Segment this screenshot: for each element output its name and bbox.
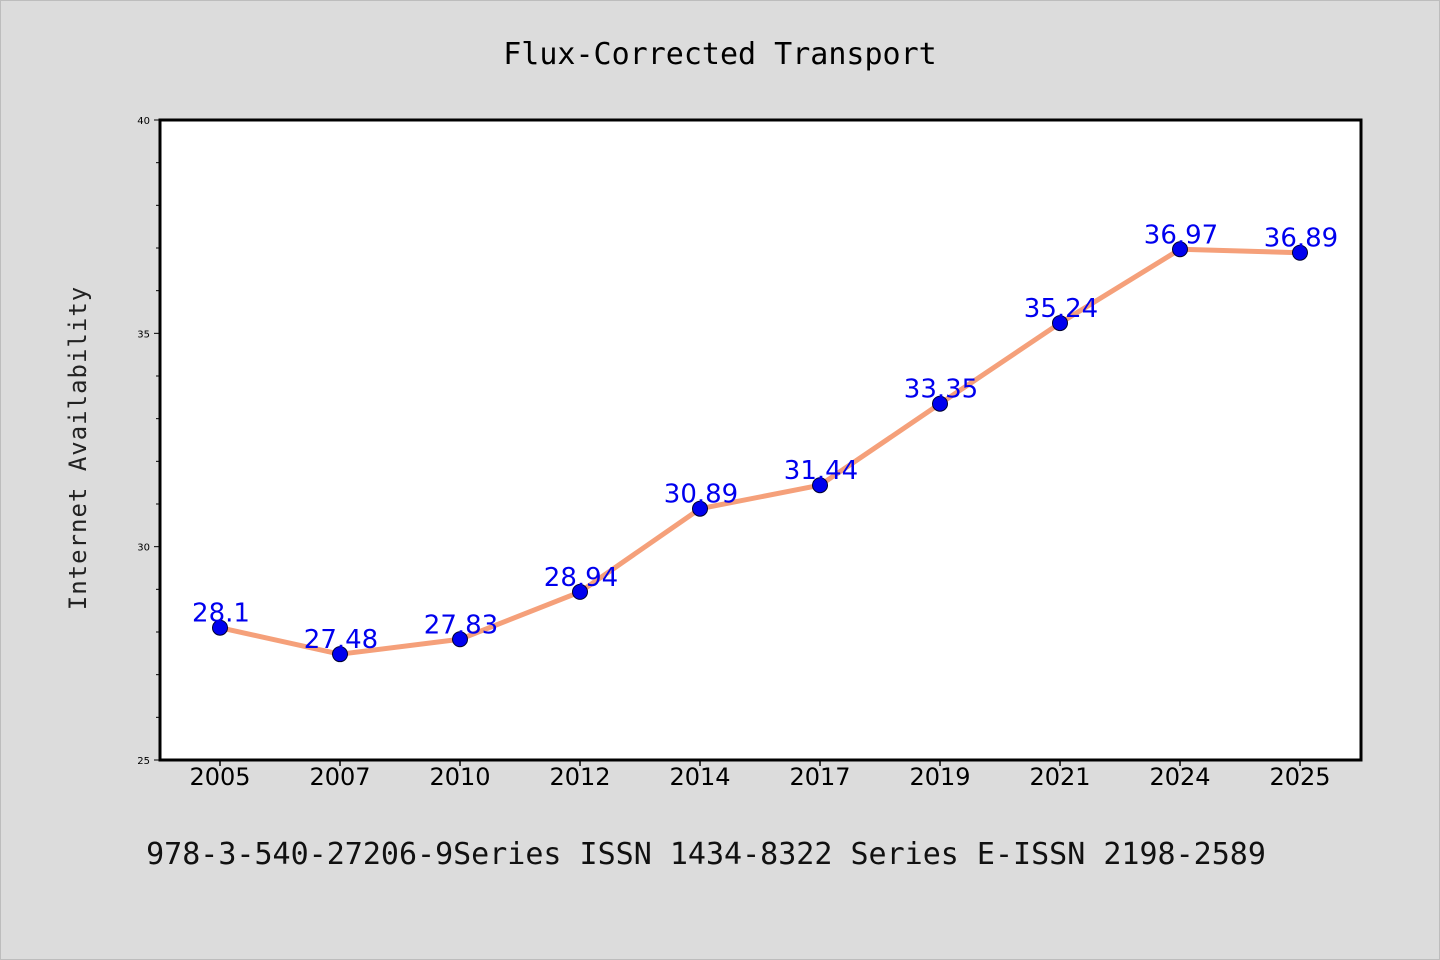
data-point-marker xyxy=(452,631,468,648)
data-point-label: 30.89 xyxy=(664,480,738,510)
data-point-marker xyxy=(932,395,948,412)
data-markers xyxy=(212,241,1308,663)
data-point-marker xyxy=(1292,244,1308,261)
data-point-label: 36.89 xyxy=(1264,224,1338,254)
plot-area xyxy=(158,118,1363,762)
y-minor-ticks xyxy=(156,162,160,718)
data-point-label: 31.44 xyxy=(784,456,858,486)
chart-title: Flux-Corrected Transport xyxy=(503,37,936,72)
y-tick-label: 40 xyxy=(137,116,150,127)
y-tick-label: 35 xyxy=(137,329,150,340)
data-point-marker xyxy=(1052,315,1068,332)
x-tick-label: 2024 xyxy=(1149,763,1210,791)
data-point-marker xyxy=(572,583,588,600)
x-tick-label: 2021 xyxy=(1029,763,1090,791)
data-point-label: 28.94 xyxy=(544,563,618,593)
x-tick-label: 2007 xyxy=(309,763,370,791)
x-tick-label: 2019 xyxy=(909,763,970,791)
x-tick-label: 2014 xyxy=(669,763,730,791)
y-tick-label: 25 xyxy=(137,756,150,767)
data-point-label: 27.48 xyxy=(304,625,378,655)
data-point-marker xyxy=(212,619,228,636)
x-tick-label: 2017 xyxy=(789,763,850,791)
footer-isbn-text: 978-3-540-27206-9Series ISSN 1434-8322 S… xyxy=(146,837,1266,872)
x-tick-label: 2012 xyxy=(549,763,610,791)
x-tick-label: 2010 xyxy=(429,763,490,791)
data-point-label: 36.97 xyxy=(1144,220,1218,250)
data-point-label: 27.83 xyxy=(424,610,498,640)
data-point-label: 33.35 xyxy=(904,375,978,405)
x-tick-label: 2005 xyxy=(189,763,250,791)
x-tick-label: 2025 xyxy=(1269,763,1330,791)
data-point-marker xyxy=(692,500,708,517)
data-point-label: 28.1 xyxy=(192,599,250,629)
series-line xyxy=(217,246,1303,657)
data-point-marker xyxy=(812,477,828,494)
y-axis-label: Internet Availability xyxy=(64,286,92,610)
x-axis-ticks: 2005 2007 2010 2012 2014 2017 2019 2021 2024 2025 xyxy=(189,760,1331,791)
data-labels: 28.1 27.48 27.83 28.94 30.89 31.44 33.35 35.24 3… xyxy=(192,220,1338,655)
data-point-label: 35.24 xyxy=(1024,294,1098,324)
y-axis-ticks: 25 30 35 40 xyxy=(137,116,160,767)
data-point-marker xyxy=(1172,241,1188,258)
y-tick-label: 30 xyxy=(137,543,150,554)
data-point-marker xyxy=(332,646,348,663)
